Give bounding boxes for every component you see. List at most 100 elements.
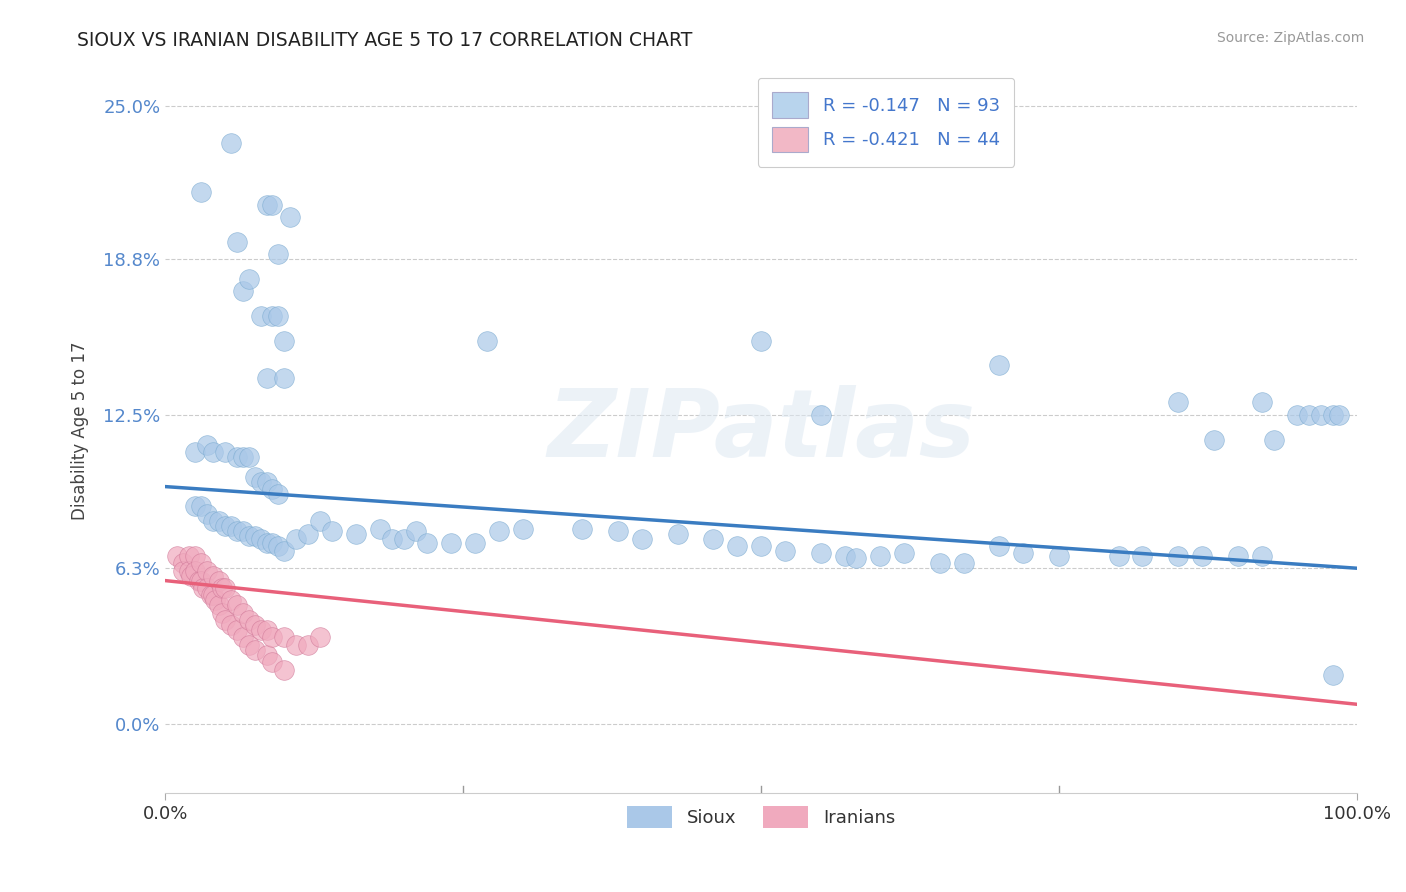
Point [184, 500, 207, 514]
Point [952, 556, 974, 570]
Point [810, 408, 832, 422]
Point [273, 544, 295, 558]
Point [214, 445, 236, 459]
Point [1250, 549, 1272, 563]
Point [262, 536, 284, 550]
Point [256, 370, 278, 384]
Point [225, 524, 247, 538]
Point [267, 247, 290, 261]
Point [702, 532, 724, 546]
Point [177, 564, 200, 578]
Point [1012, 546, 1035, 560]
Point [232, 524, 254, 538]
Point [1167, 549, 1189, 563]
Point [256, 536, 278, 550]
Point [195, 507, 218, 521]
Point [238, 613, 260, 627]
Point [1108, 549, 1130, 563]
Point [201, 514, 224, 528]
Point [273, 663, 295, 677]
Point [344, 526, 367, 541]
Point [512, 522, 534, 536]
Point [321, 524, 343, 538]
Point [1167, 395, 1189, 409]
Point [845, 551, 868, 566]
Text: ZIPatlas: ZIPatlas [547, 385, 976, 477]
Point [631, 532, 654, 546]
Point [392, 532, 415, 546]
Text: Source: ZipAtlas.com: Source: ZipAtlas.com [1216, 31, 1364, 45]
Point [262, 631, 284, 645]
Point [928, 556, 950, 570]
Point [249, 532, 271, 546]
Point [475, 334, 498, 348]
Point [211, 581, 233, 595]
Point [273, 334, 295, 348]
Point [1286, 408, 1309, 422]
Point [208, 514, 231, 528]
Point [834, 549, 856, 563]
Point [262, 309, 284, 323]
Point [1250, 395, 1272, 409]
Point [201, 568, 224, 582]
Point [214, 613, 236, 627]
Point [256, 475, 278, 489]
Point [232, 606, 254, 620]
Point [440, 536, 463, 550]
Point [309, 631, 332, 645]
Point [195, 581, 218, 595]
Point [219, 519, 242, 533]
Point [869, 549, 891, 563]
Point [749, 334, 772, 348]
Point [166, 549, 188, 563]
Point [243, 469, 266, 483]
Point [187, 574, 209, 588]
Point [238, 272, 260, 286]
Point [749, 539, 772, 553]
Point [225, 623, 247, 637]
Point [195, 437, 218, 451]
Point [488, 524, 510, 538]
Point [267, 539, 290, 553]
Point [280, 210, 302, 224]
Point [256, 197, 278, 211]
Point [381, 532, 404, 546]
Point [273, 370, 295, 384]
Point [225, 599, 247, 613]
Point [988, 539, 1011, 553]
Point [262, 482, 284, 496]
Point [249, 623, 271, 637]
Point [201, 589, 224, 603]
Point [200, 589, 222, 603]
Point [405, 524, 427, 538]
Y-axis label: Disability Age 5 to 17: Disability Age 5 to 17 [72, 342, 89, 520]
Point [297, 526, 319, 541]
Point [232, 284, 254, 298]
Point [219, 618, 242, 632]
Point [184, 445, 207, 459]
Point [172, 564, 194, 578]
Point [297, 638, 319, 652]
Point [243, 529, 266, 543]
Point [893, 546, 915, 560]
Point [988, 359, 1011, 373]
Point [249, 309, 271, 323]
Point [211, 606, 233, 620]
Point [180, 568, 202, 582]
Point [190, 556, 212, 570]
Point [309, 514, 332, 528]
Point [190, 500, 212, 514]
Point [267, 309, 290, 323]
Point [1298, 408, 1320, 422]
Point [1327, 408, 1350, 422]
Point [285, 532, 308, 546]
Point [219, 136, 242, 150]
Point [219, 593, 242, 607]
Point [1310, 408, 1333, 422]
Point [177, 549, 200, 563]
Point [273, 631, 295, 645]
Point [256, 648, 278, 662]
Point [1202, 433, 1225, 447]
Point [267, 487, 290, 501]
Point [285, 638, 308, 652]
